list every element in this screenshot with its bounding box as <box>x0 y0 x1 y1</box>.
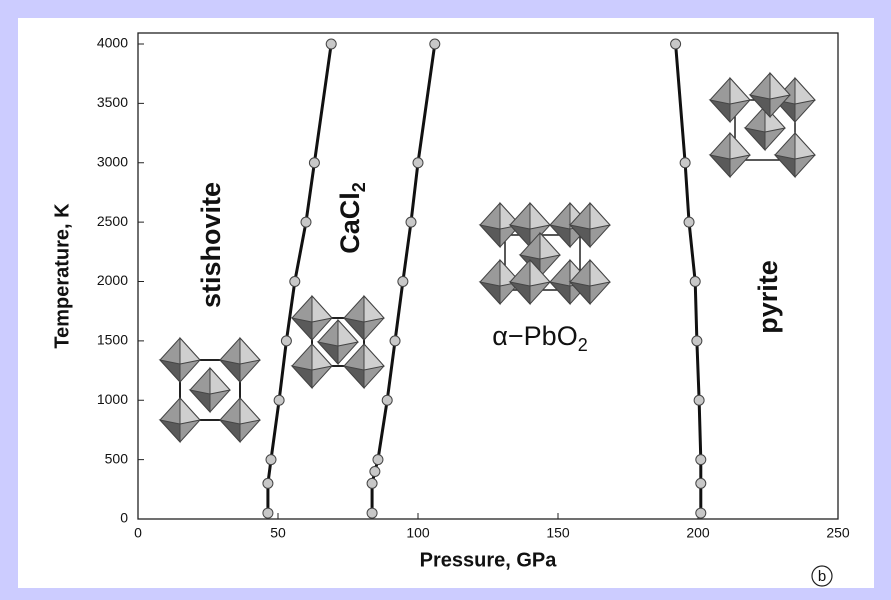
data-point <box>273 394 285 406</box>
data-point <box>670 38 682 50</box>
y-tick-label: 4000 <box>97 35 128 51</box>
data-point <box>691 335 703 347</box>
structure-icon <box>159 337 261 443</box>
plot-frame <box>137 32 839 520</box>
data-point <box>683 216 695 228</box>
y-tick-label: 1500 <box>97 332 128 348</box>
data-point <box>405 216 417 228</box>
data-point <box>689 276 701 287</box>
data-point <box>429 38 441 50</box>
phase-label-text: CaCl <box>335 192 365 254</box>
x-tick-label: 50 <box>270 525 286 541</box>
structure-icon <box>291 295 385 389</box>
data-point <box>397 276 409 287</box>
x-tick-label: 150 <box>546 525 570 541</box>
data-point <box>300 216 312 228</box>
data-point <box>695 477 707 489</box>
x-tick-label: 100 <box>406 525 430 541</box>
data-point <box>265 454 277 466</box>
phase-label: CaCl2 <box>335 182 369 254</box>
phase-label: α−PbO2 <box>492 321 587 355</box>
data-point <box>695 454 707 466</box>
phase-label-text: pyrite <box>753 260 783 334</box>
phase-label-text: stishovite <box>196 182 226 308</box>
x-axis-label: Pressure, GPa <box>420 549 558 571</box>
y-tick-label: 0 <box>120 510 128 526</box>
structure-icon <box>709 72 816 178</box>
structure-icon <box>479 202 611 305</box>
phase-label-text: α−PbO <box>492 321 577 351</box>
y-tick-label: 1000 <box>97 391 128 407</box>
y-axis-label: Temperature, K <box>51 203 73 349</box>
phase-label-subscript: 2 <box>349 182 369 192</box>
data-point <box>389 335 401 347</box>
panel-letter: b <box>818 568 826 585</box>
data-point <box>366 477 378 489</box>
data-point <box>693 394 705 406</box>
y-tick-label: 2500 <box>97 213 128 229</box>
panel-letter-circle <box>811 565 833 587</box>
data-point <box>381 394 393 406</box>
phase-label: pyrite <box>753 260 783 334</box>
data-point <box>366 507 378 519</box>
data-point <box>289 276 301 287</box>
data-point <box>369 466 381 477</box>
phase-label-subscript: 2 <box>578 335 588 355</box>
data-point <box>325 38 337 50</box>
x-tick-label: 200 <box>686 525 710 541</box>
y-tick-label: 500 <box>105 450 129 466</box>
data-point <box>412 157 424 169</box>
phase-label: stishovite <box>196 182 226 308</box>
data-point <box>308 157 320 169</box>
data-point <box>262 477 274 489</box>
y-tick-label: 3500 <box>97 94 128 110</box>
data-point <box>262 507 274 519</box>
y-tick-label: 2000 <box>97 272 128 288</box>
phase-boundary <box>370 43 437 514</box>
y-tick-label: 3000 <box>97 153 128 169</box>
x-tick-label: 250 <box>826 525 850 541</box>
data-point <box>679 157 691 169</box>
x-tick-label: 0 <box>134 525 142 541</box>
data-point <box>695 507 707 519</box>
data-point <box>280 335 292 347</box>
data-point <box>372 454 384 466</box>
